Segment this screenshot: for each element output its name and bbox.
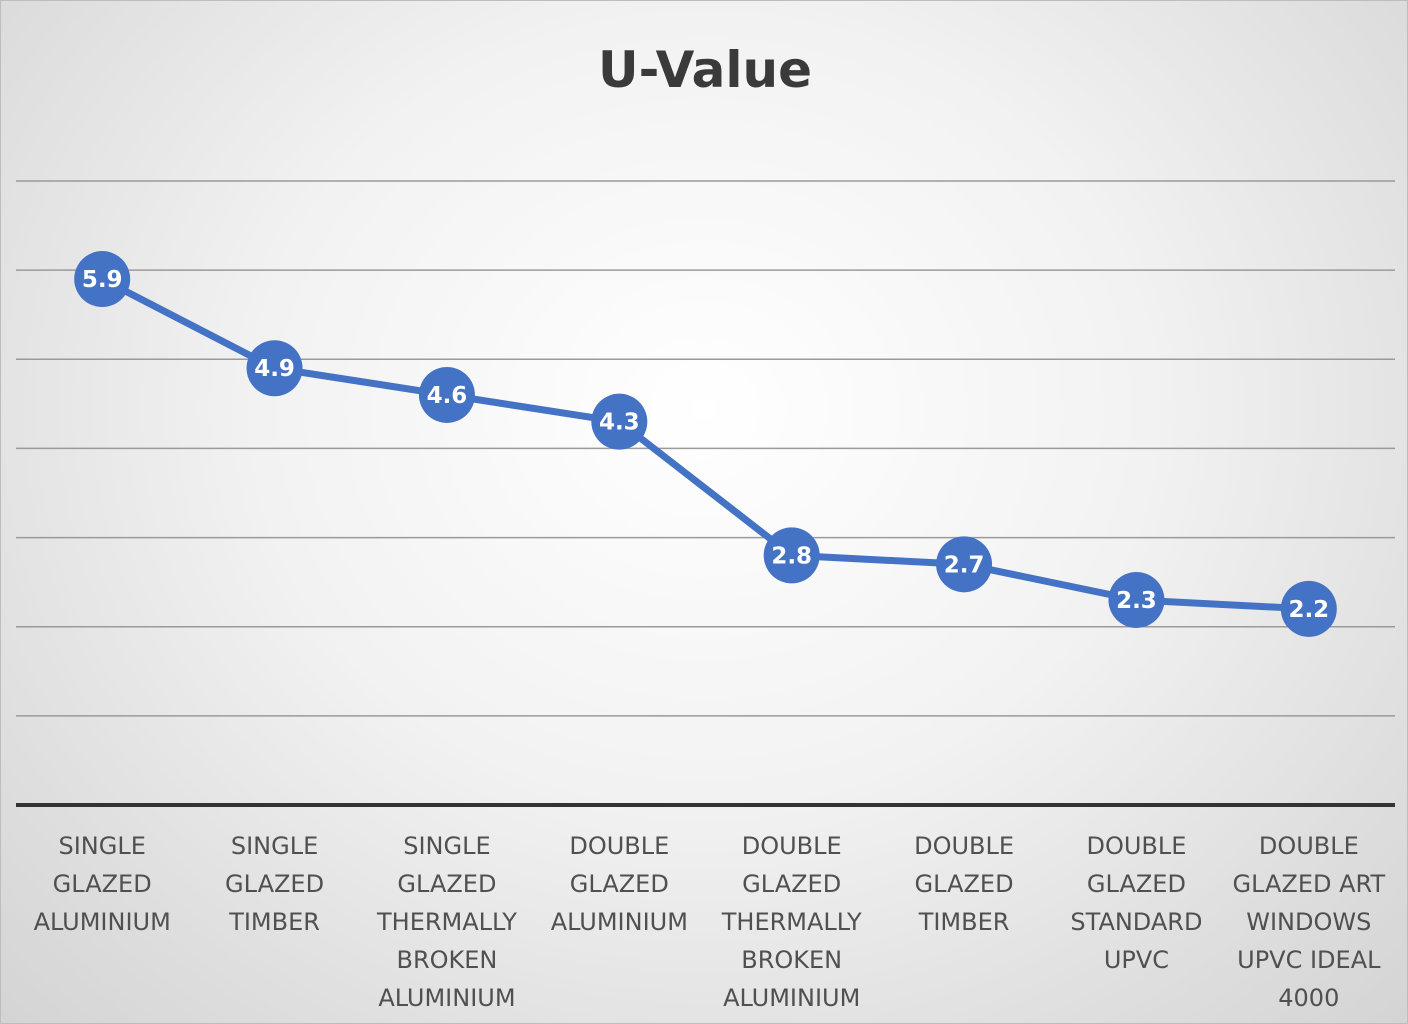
x-tick-label: DOUBLE GLAZED ART WINDOWS UPVC IDEAL 4000 <box>1232 832 1385 1012</box>
point-marker <box>936 536 993 593</box>
data-label: 2.8 <box>771 543 812 569</box>
x-tick-label-line: SINGLE <box>231 832 318 860</box>
data-point: 4.9 <box>246 340 303 397</box>
data-point: 4.3 <box>591 393 648 450</box>
x-tick-label: DOUBLE GLAZED STANDARD UPVC <box>1070 832 1202 974</box>
point-marker <box>1280 580 1337 637</box>
x-tick-label-line: TIMBER <box>228 908 320 936</box>
data-points: 5.9 4.9 4.6 4.3 2.8 2.7 2.3 2.2 <box>74 251 1337 637</box>
series-line <box>98 275 1313 613</box>
x-tick-label-line: GLAZED <box>1087 870 1186 898</box>
x-tick-label-line: BROKEN <box>741 946 842 974</box>
x-tick-label-line: SINGLE <box>58 832 145 860</box>
data-label: 4.3 <box>599 410 640 436</box>
data-point: 4.6 <box>418 366 475 423</box>
x-tick-label-line: GLAZED <box>397 870 496 898</box>
x-tick-label: SINGLE GLAZED TIMBER <box>225 832 324 936</box>
x-tick-label-line: ALUMINIUM <box>723 984 860 1012</box>
data-label: 2.2 <box>1288 597 1329 623</box>
series-layer <box>98 275 1313 613</box>
gridlines <box>16 180 1395 717</box>
x-tick-label: DOUBLE GLAZED THERMALLY BROKEN ALUMINIUM <box>721 832 862 1012</box>
x-tick-label-line: STANDARD <box>1070 908 1202 936</box>
data-label: 2.7 <box>944 552 985 578</box>
data-point: 2.8 <box>763 527 820 584</box>
x-tick-label-line: GLAZED <box>742 870 841 898</box>
x-tick-label-line: GLAZED <box>915 870 1014 898</box>
data-point: 2.3 <box>1108 571 1165 628</box>
x-tick-label: DOUBLE GLAZED ALUMINIUM <box>551 832 688 936</box>
x-tick-label-line: UPVC <box>1104 946 1169 974</box>
data-point: 2.2 <box>1280 580 1337 637</box>
x-tick-label-line: DOUBLE <box>1086 832 1186 860</box>
data-label: 2.3 <box>1116 588 1157 614</box>
x-tick-label-line: DOUBLE <box>742 832 842 860</box>
x-tick-label-line: SINGLE <box>403 832 490 860</box>
x-tick-label-line: GLAZED <box>53 870 152 898</box>
point-marker <box>591 393 648 450</box>
data-point: 5.9 <box>74 251 131 308</box>
x-tick-label-line: DOUBLE <box>569 832 669 860</box>
point-marker <box>763 527 820 584</box>
data-point: 2.7 <box>936 536 993 593</box>
x-tick-label-line: THERMALLY <box>376 908 517 936</box>
point-marker <box>246 340 303 397</box>
point-marker <box>1108 571 1165 628</box>
x-tick-label-line: BROKEN <box>396 946 497 974</box>
x-tick-label-line: ALUMINIUM <box>551 908 688 936</box>
x-tick-label-line: TIMBER <box>918 908 1010 936</box>
x-tick-label-line: GLAZED <box>225 870 324 898</box>
x-tick-label: DOUBLE GLAZED TIMBER <box>914 832 1014 936</box>
data-label: 5.9 <box>82 267 123 293</box>
x-tick-label: SINGLE GLAZED ALUMINIUM <box>34 832 171 936</box>
x-tick-label-line: DOUBLE <box>914 832 1014 860</box>
x-tick-label-line: GLAZED ART <box>1232 870 1385 898</box>
x-tick-label-line: GLAZED <box>570 870 669 898</box>
data-label: 4.6 <box>427 383 468 409</box>
x-tick-label-line: DOUBLE <box>1259 832 1359 860</box>
data-label: 4.9 <box>254 356 295 382</box>
x-tick-label-line: ALUMINIUM <box>34 908 171 936</box>
x-tick-label: SINGLE GLAZED THERMALLY BROKEN ALUMINIUM <box>376 832 517 1012</box>
x-tick-label-line: ALUMINIUM <box>378 984 515 1012</box>
x-tick-label-line: THERMALLY <box>721 908 862 936</box>
chart-title: U-Value <box>598 41 812 99</box>
point-marker <box>74 251 131 308</box>
x-tick-label-line: UPVC IDEAL <box>1237 946 1381 974</box>
point-marker <box>418 366 475 423</box>
x-tick-label-line: WINDOWS <box>1246 908 1371 936</box>
x-tick-label-line: 4000 <box>1278 984 1339 1012</box>
